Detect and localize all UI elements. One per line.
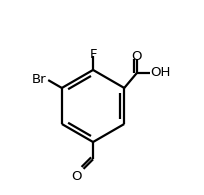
Text: O: O (131, 51, 141, 63)
Text: O: O (71, 170, 82, 183)
Text: F: F (89, 48, 96, 61)
Text: Br: Br (32, 73, 46, 86)
Text: OH: OH (150, 66, 170, 79)
